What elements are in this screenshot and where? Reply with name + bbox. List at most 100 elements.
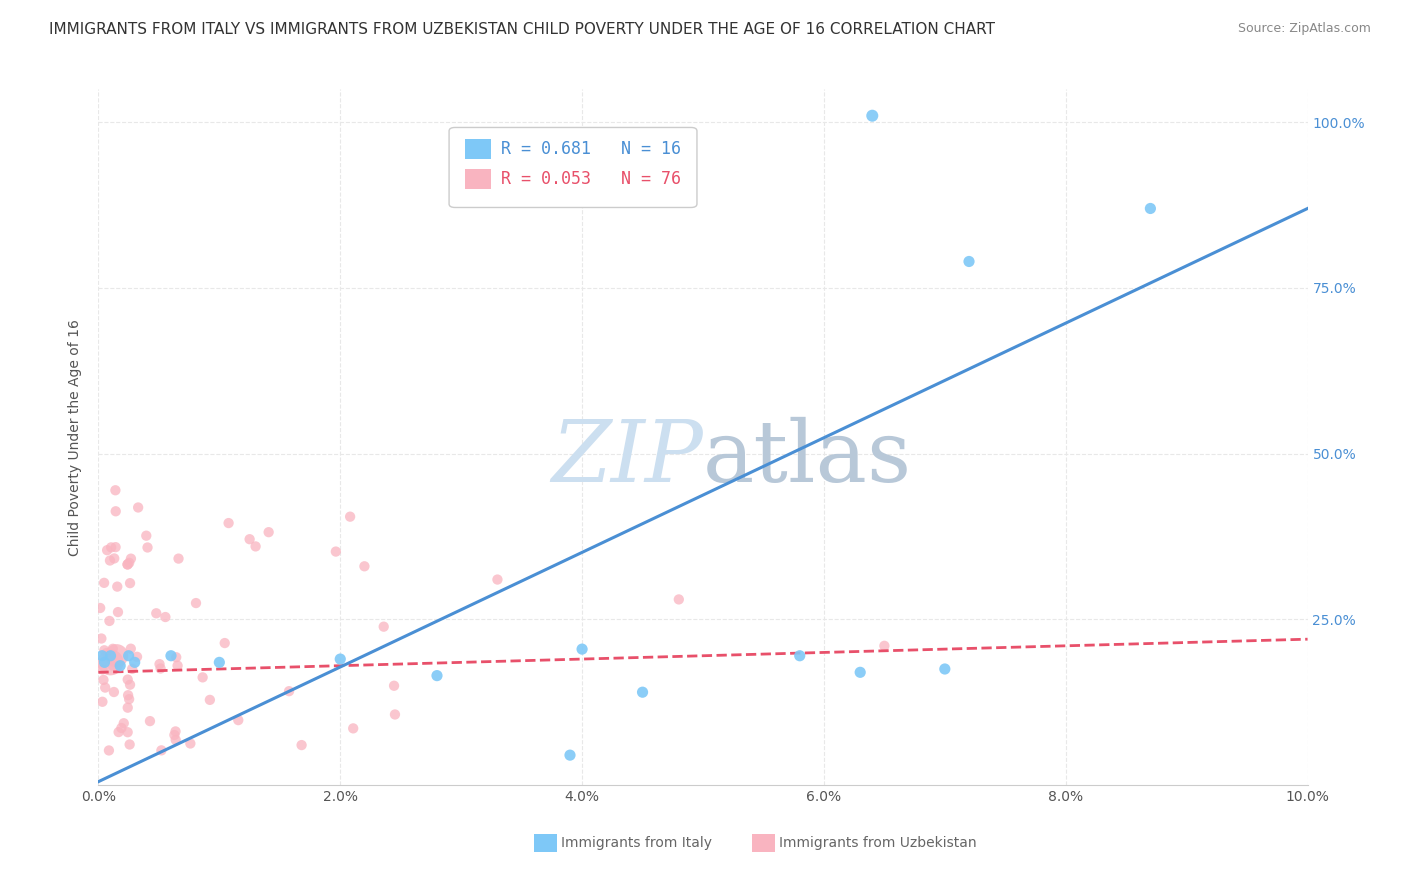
Point [789, 648, 811, 663]
Point [226, 713, 249, 727]
Point [104, 540, 127, 554]
Point [125, 649, 148, 664]
Point [118, 556, 141, 570]
Text: R = 0.681   N = 16: R = 0.681 N = 16 [501, 140, 681, 158]
Point [191, 670, 214, 684]
Point [135, 529, 157, 543]
Point [104, 483, 127, 498]
Point [93, 656, 115, 670]
Point [118, 738, 141, 752]
Point [342, 722, 364, 736]
Point [668, 592, 690, 607]
Text: R = 0.053   N = 76: R = 0.053 N = 76 [501, 170, 681, 188]
Text: atlas: atlas [703, 417, 912, 500]
Point [101, 641, 124, 656]
Point [160, 648, 183, 663]
Point [165, 650, 187, 665]
Point [101, 658, 124, 673]
Point [117, 700, 139, 714]
Point [155, 610, 177, 624]
Point [117, 688, 139, 702]
Point [120, 551, 142, 566]
Point [107, 605, 129, 619]
Point [105, 580, 128, 594]
Point [98, 614, 121, 628]
Point [100, 656, 122, 670]
Point [139, 714, 162, 728]
Point [117, 558, 139, 572]
Point [165, 724, 187, 739]
Point [214, 636, 236, 650]
Point [117, 558, 139, 572]
Text: IMMIGRANTS FROM ITALY VS IMMIGRANTS FROM UZBEKISTAN CHILD POVERTY UNDER THE AGE : IMMIGRANTS FROM ITALY VS IMMIGRANTS FROM… [49, 22, 995, 37]
Point [97, 743, 120, 757]
Point [91, 648, 114, 663]
Point [325, 544, 347, 558]
Point [208, 656, 231, 670]
Point [117, 673, 139, 687]
Point [860, 109, 883, 123]
Point [91, 662, 114, 676]
Point [150, 743, 173, 757]
Text: Source: ZipAtlas.com: Source: ZipAtlas.com [1237, 22, 1371, 36]
Point [558, 748, 581, 763]
Point [90, 632, 112, 646]
Point [89, 601, 111, 615]
Point [165, 732, 187, 747]
Point [127, 500, 149, 515]
Point [166, 658, 188, 673]
Text: Immigrants from Italy: Immigrants from Italy [561, 836, 711, 850]
Point [239, 532, 262, 546]
Point [957, 254, 980, 268]
Bar [465, 139, 492, 159]
Point [100, 648, 122, 663]
Bar [465, 169, 492, 189]
Point [934, 662, 956, 676]
Point [98, 553, 121, 567]
Point [121, 662, 143, 676]
Point [148, 657, 170, 672]
Point [353, 559, 375, 574]
Point [382, 679, 405, 693]
Point [426, 668, 449, 682]
Point [218, 516, 240, 530]
Point [631, 685, 654, 699]
Point [167, 551, 190, 566]
Point [571, 642, 593, 657]
Point [373, 620, 395, 634]
Point [118, 576, 141, 591]
Point [107, 725, 129, 739]
Point [145, 607, 167, 621]
Point [849, 665, 872, 680]
Point [136, 541, 159, 555]
Point [118, 692, 141, 706]
Point [149, 661, 172, 675]
Point [96, 646, 118, 660]
Point [278, 684, 301, 698]
Point [124, 656, 146, 670]
Point [329, 652, 352, 666]
Y-axis label: Child Poverty Under the Age of 16: Child Poverty Under the Age of 16 [69, 318, 83, 556]
Text: Immigrants from Uzbekistan: Immigrants from Uzbekistan [779, 836, 977, 850]
Point [96, 543, 118, 558]
FancyBboxPatch shape [449, 128, 697, 208]
Point [93, 643, 115, 657]
Point [104, 504, 127, 518]
Point [112, 716, 135, 731]
Point [118, 678, 141, 692]
Point [198, 693, 221, 707]
Point [120, 641, 142, 656]
Point [1139, 202, 1161, 216]
Point [486, 573, 509, 587]
Point [108, 658, 131, 673]
Text: ZIP: ZIP [551, 417, 703, 500]
Point [163, 728, 186, 742]
Point [291, 738, 314, 752]
Point [105, 648, 128, 663]
Point [384, 707, 406, 722]
Point [339, 509, 361, 524]
Point [103, 685, 125, 699]
Point [100, 541, 122, 555]
Point [257, 525, 280, 540]
Point [117, 725, 139, 739]
